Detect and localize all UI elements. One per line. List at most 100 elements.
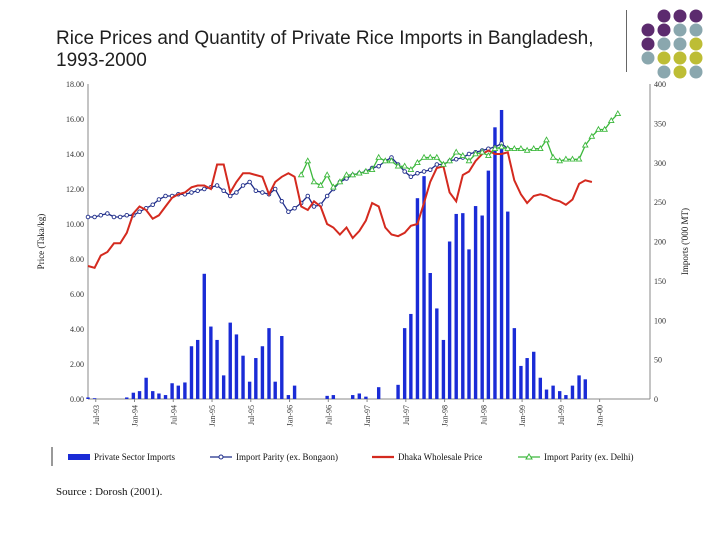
import-bar (157, 393, 161, 399)
delhi-parity-point (394, 162, 402, 169)
import-bar (183, 382, 187, 399)
bongaon-parity-point (311, 204, 317, 209)
delhi-parity-point (355, 169, 363, 176)
delhi-parity-point (433, 153, 441, 160)
x-tick-label: Jan-97 (363, 405, 372, 426)
import-bar (454, 213, 458, 399)
delhi-parity-point (556, 157, 564, 164)
bongaon-parity-point (240, 183, 246, 188)
import-bar (195, 339, 200, 399)
x-tick-label: Jul-98 (479, 405, 488, 425)
y-tick-right-label: 200 (654, 238, 666, 247)
import-bar (467, 249, 471, 399)
y-tick-left-label: 2.00 (70, 360, 84, 369)
y-tick-right-label: 50 (654, 356, 662, 365)
decor-dot (673, 9, 687, 23)
decor-dot (673, 23, 687, 37)
bongaon-parity-point (247, 179, 252, 185)
delhi-parity-point (401, 162, 409, 169)
import-bar (351, 395, 355, 399)
bongaon-parity-point (85, 214, 91, 220)
x-tick-label: Jan-98 (441, 405, 450, 426)
legend-circle-marker (218, 454, 224, 460)
y-tick-left-label: 16.00 (66, 115, 84, 124)
delhi-parity-point (375, 153, 383, 160)
import-bar (557, 391, 562, 399)
import-bar (461, 213, 465, 399)
bongaon-parity-point (466, 151, 472, 157)
delhi-parity-point (329, 183, 337, 190)
import-bar (228, 322, 232, 399)
decor-dot (641, 23, 655, 37)
y-tick-right-label: 300 (654, 159, 666, 168)
import-bar (267, 328, 271, 399)
delhi-parity-point (510, 145, 518, 151)
bongaon-parity-point (98, 212, 104, 218)
y-tick-left-label: 10.00 (66, 220, 84, 229)
delhi-parity-point (607, 117, 615, 123)
y-tick-right-label: 100 (654, 316, 666, 325)
delhi-parity-point (465, 157, 473, 164)
delhi-parity-point (446, 157, 453, 164)
delhi-parity-point (601, 125, 609, 132)
import-bar (364, 396, 368, 399)
import-bar (241, 355, 245, 399)
legend-swatch-imports (68, 454, 90, 460)
bongaon-parity-point (163, 193, 168, 199)
bongaon-parity-point (415, 170, 420, 176)
delhi-parity-point (581, 141, 589, 148)
import-bar (176, 385, 181, 399)
delhi-parity-point (362, 167, 370, 174)
import-bar (570, 385, 575, 399)
bongaon-parity-point (137, 209, 142, 214)
decor-dot (689, 51, 703, 65)
bongaon-parity-point (221, 188, 226, 193)
delhi-parity-point (297, 171, 305, 178)
delhi-parity-point (343, 171, 350, 178)
delhi-parity-point (310, 178, 318, 185)
delhi-parity-point (304, 157, 312, 164)
rice-price-import-chart: 0.00 2.00 4.00 6.00 8.00 10.00 12.00 14.00 16.00… (36, 80, 690, 466)
legend-label: Private Sector Imports (94, 452, 175, 462)
y-tick-left-label: 6.00 (70, 290, 84, 299)
y-tick-left-label: 4.00 (70, 325, 84, 334)
decor-dot (689, 9, 703, 23)
delhi-parity-point (543, 136, 550, 143)
delhi-parity-point (517, 145, 525, 151)
import-bar (234, 334, 239, 399)
decor-dot (657, 51, 671, 65)
delhi-parity-point (426, 153, 434, 160)
x-tick-label: Jul-96 (324, 405, 333, 425)
import-bar (125, 397, 129, 399)
import-bar (144, 377, 148, 399)
x-tick-label: Jul-99 (557, 405, 566, 425)
delhi-parity-point (349, 171, 357, 178)
slide-title: Rice Prices and Quantity of Private Rice… (56, 28, 594, 71)
import-bar (215, 339, 219, 399)
import-bar (486, 170, 491, 399)
bongaon-parity-point (195, 188, 200, 193)
import-bar (151, 391, 155, 399)
import-bar (280, 336, 284, 399)
decor-dot (689, 65, 703, 79)
delhi-parity-point (336, 178, 344, 185)
delhi-parity-point (491, 145, 499, 151)
decor-dot (673, 37, 687, 51)
delhi-parity-point (595, 125, 602, 132)
import-bar (260, 346, 265, 399)
bongaon-parity-point (305, 193, 311, 199)
import-bar (512, 328, 517, 399)
delhi-parity-point (569, 155, 576, 162)
delhi-parity-point (323, 171, 331, 178)
bongaon-parity-point (260, 190, 265, 195)
delhi-parity-point (614, 110, 622, 116)
x-tick-label: Jan-94 (131, 405, 140, 426)
import-bar (189, 346, 194, 399)
source-note: Source : Dorosh (2001). (56, 486, 163, 498)
import-bar (254, 358, 258, 399)
import-bar (473, 206, 478, 399)
bongaon-parity-point (376, 163, 381, 169)
import-bar (409, 313, 413, 399)
bongaon-parity-point (202, 186, 207, 192)
import-bar (532, 351, 536, 399)
